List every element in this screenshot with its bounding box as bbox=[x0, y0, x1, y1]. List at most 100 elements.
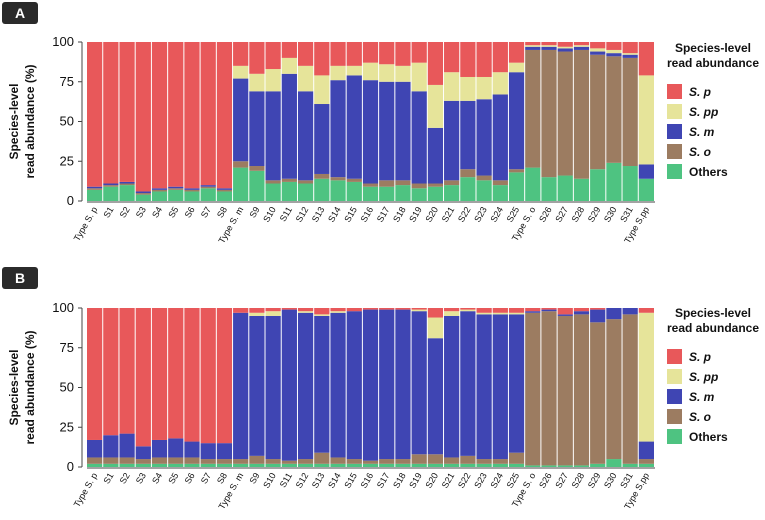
bar-segment bbox=[411, 42, 427, 63]
x-tick-label: S18 bbox=[391, 205, 408, 224]
legend-swatch bbox=[667, 104, 682, 119]
legend-label: S. o bbox=[689, 410, 711, 424]
bar-segment bbox=[476, 42, 492, 77]
bar-segment bbox=[573, 49, 590, 179]
y-tick-label: 100 bbox=[52, 300, 74, 315]
bar-segment bbox=[233, 161, 249, 168]
bar-segment bbox=[184, 42, 200, 189]
bar-segment bbox=[460, 100, 476, 170]
bar-segment bbox=[476, 459, 492, 464]
bar-segment bbox=[87, 439, 103, 458]
x-tick-label: S13 bbox=[310, 471, 327, 490]
bar-segment bbox=[168, 457, 184, 464]
bar-segment bbox=[314, 42, 330, 76]
bar-segment bbox=[573, 465, 590, 467]
legend-label: Others bbox=[689, 430, 728, 444]
legend-swatch bbox=[667, 124, 682, 139]
bar-segment bbox=[314, 104, 330, 174]
bar-segment bbox=[411, 311, 427, 455]
bar-segment bbox=[200, 308, 216, 444]
bar-segment bbox=[427, 84, 444, 128]
bar-segment bbox=[265, 459, 281, 464]
bar-segment bbox=[622, 463, 638, 467]
bar-segment bbox=[606, 53, 622, 57]
bar-segment bbox=[427, 42, 444, 85]
bar-segment bbox=[590, 169, 606, 201]
y-axis-title: Species-level read abundance (%) bbox=[7, 64, 37, 178]
bar-segment bbox=[168, 463, 184, 467]
bar-segment bbox=[606, 459, 622, 467]
bar-segment bbox=[249, 166, 265, 171]
bar-segment bbox=[135, 194, 151, 201]
bar-segment bbox=[525, 465, 541, 467]
bar-segment bbox=[411, 308, 427, 310]
bar-segment bbox=[216, 188, 233, 190]
x-tick-label: S11 bbox=[278, 205, 294, 223]
bar-segment bbox=[638, 459, 654, 464]
bar-segment bbox=[606, 162, 622, 201]
bar-segment bbox=[476, 76, 492, 100]
bar-segment bbox=[411, 454, 427, 464]
bar-segment bbox=[557, 46, 573, 49]
y-axis-title: Species-level read abundance (%) bbox=[7, 330, 37, 444]
bar-segment bbox=[119, 463, 135, 467]
panel-label: A bbox=[15, 5, 25, 21]
bar-segment bbox=[638, 164, 654, 179]
bar-segment bbox=[444, 463, 460, 467]
bar-segment bbox=[330, 308, 346, 312]
bar-segment bbox=[87, 186, 103, 189]
bar-segment bbox=[460, 309, 476, 312]
bar-segment bbox=[444, 308, 460, 312]
x-tick-label: S24 bbox=[488, 471, 505, 490]
bar-segment bbox=[119, 457, 135, 464]
x-tick-label: S8 bbox=[215, 205, 229, 220]
bar-segment bbox=[330, 80, 346, 178]
bar-segment bbox=[557, 314, 573, 316]
bar-segment bbox=[119, 433, 135, 458]
bar-segment bbox=[476, 312, 492, 315]
bar-segment bbox=[265, 308, 281, 312]
bar-segment bbox=[103, 185, 119, 187]
bar-segment bbox=[135, 193, 151, 195]
bar-segment bbox=[314, 308, 330, 315]
bar-segment bbox=[297, 180, 314, 184]
bar-segment bbox=[460, 177, 476, 201]
bar-segment bbox=[297, 42, 314, 66]
bar-segment bbox=[297, 463, 314, 467]
bar-segment bbox=[395, 42, 411, 66]
bar-segment bbox=[249, 42, 265, 74]
bar-segment bbox=[362, 463, 379, 467]
bar-segment bbox=[200, 459, 216, 464]
bar-segment bbox=[330, 180, 346, 201]
bar-segment bbox=[184, 457, 200, 464]
bar-segment bbox=[135, 463, 151, 467]
x-tick-label: S29 bbox=[586, 205, 603, 224]
bar-segment bbox=[103, 457, 119, 464]
bar-segment bbox=[508, 463, 525, 467]
legend-swatch bbox=[667, 84, 682, 99]
bar-segment bbox=[216, 191, 233, 201]
bar-segment bbox=[151, 463, 168, 467]
x-tick-label: S19 bbox=[407, 471, 424, 490]
x-tick-label: S23 bbox=[472, 205, 489, 224]
bar-segment bbox=[379, 309, 395, 460]
bar-segment bbox=[638, 75, 654, 165]
bar-segment bbox=[87, 457, 103, 464]
legend-swatch bbox=[667, 409, 682, 424]
panel-badge-box bbox=[2, 2, 38, 24]
bar-segment bbox=[103, 463, 119, 467]
y-axis-title-line1: Species-level bbox=[7, 83, 21, 159]
bar-segment bbox=[492, 94, 508, 181]
bar-segment bbox=[233, 42, 249, 66]
bar-segment bbox=[216, 308, 233, 444]
bar-segment bbox=[168, 189, 184, 201]
x-tick-label: S21 bbox=[440, 471, 457, 490]
bar-segment bbox=[508, 308, 525, 313]
bar-segment bbox=[476, 314, 492, 460]
bar-segment bbox=[395, 309, 411, 460]
bar-segment bbox=[427, 186, 444, 201]
x-tick-label: S27 bbox=[553, 205, 570, 224]
bar-segment bbox=[249, 73, 265, 92]
x-tick-label: S7 bbox=[199, 471, 213, 486]
bar-segment bbox=[119, 183, 135, 186]
